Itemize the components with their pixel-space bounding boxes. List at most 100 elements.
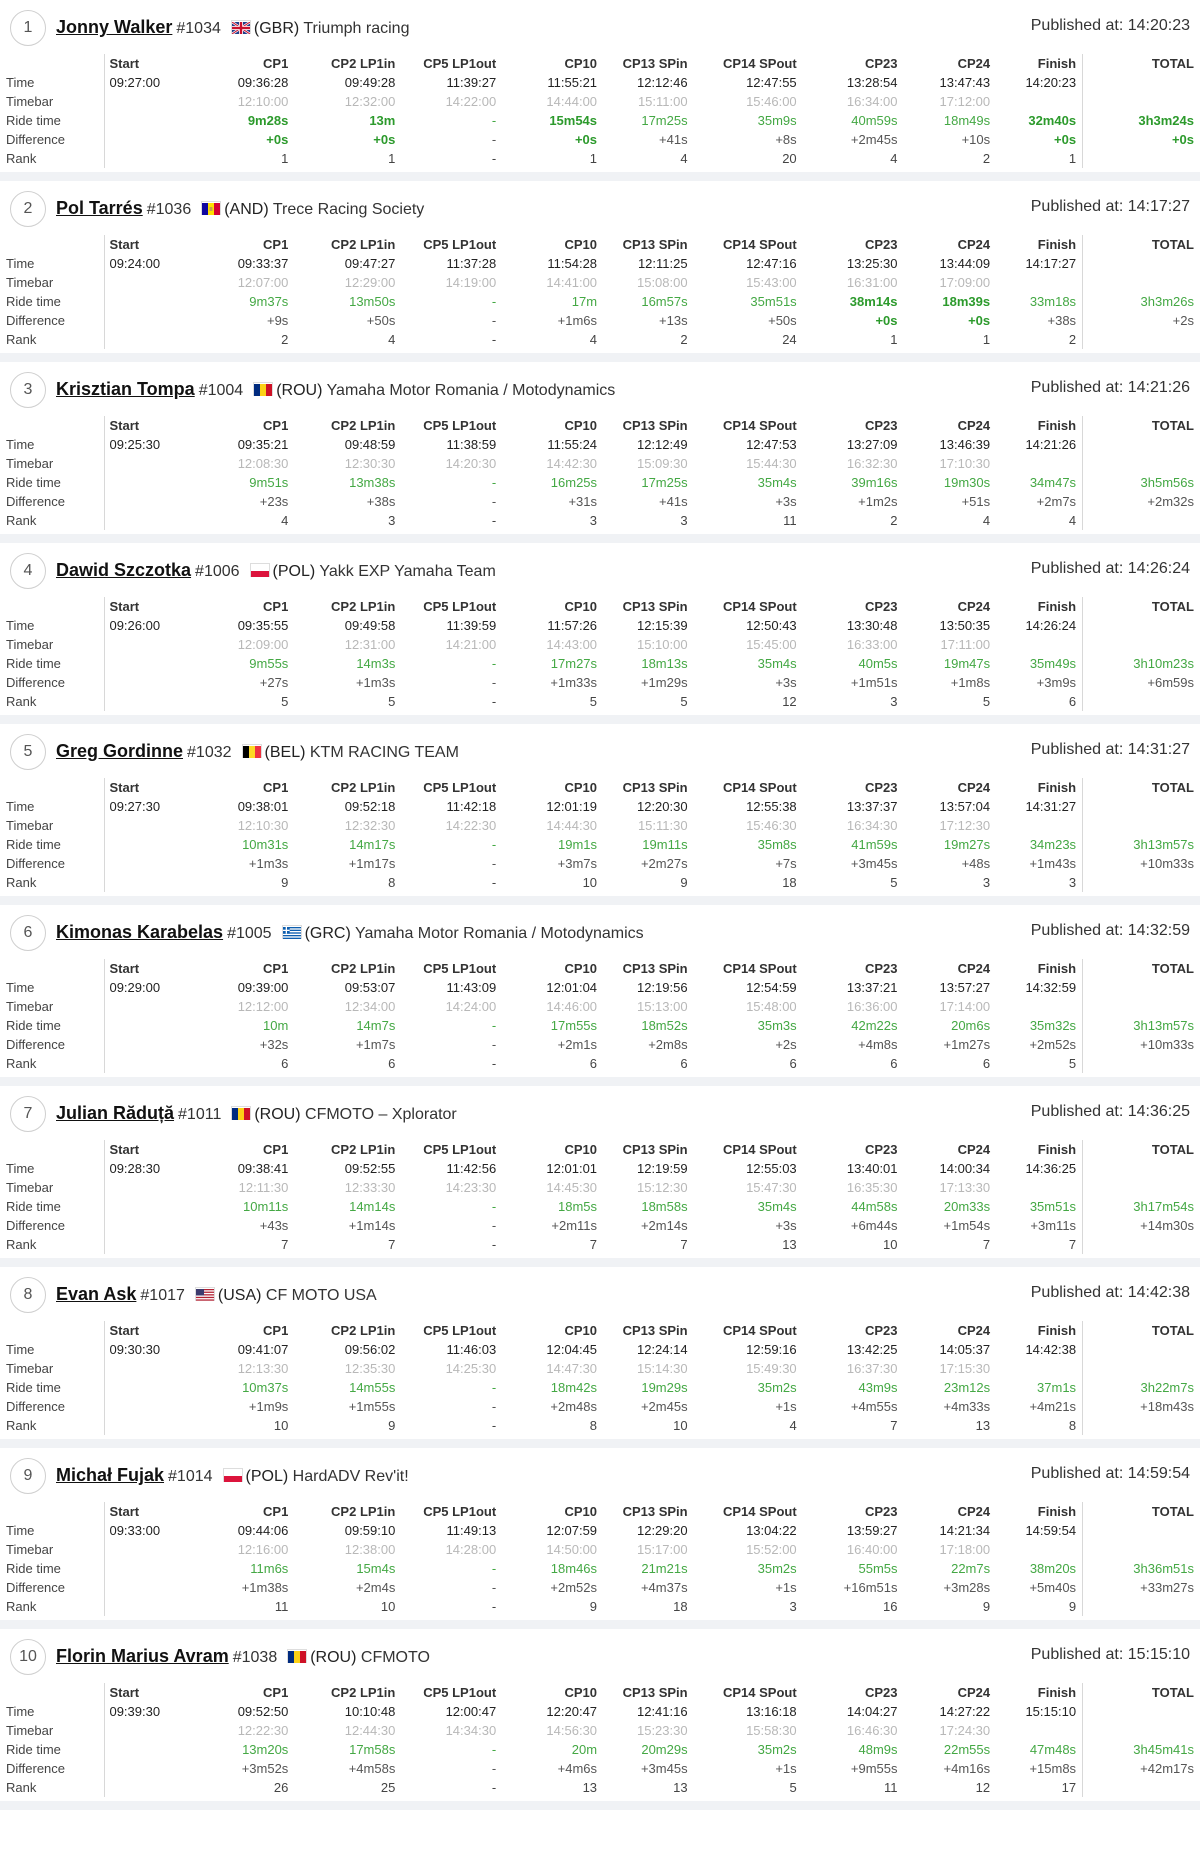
table-cell: 12:04:45 — [546, 1342, 598, 1357]
table-cell: +3s — [775, 1218, 797, 1233]
table-cell — [104, 654, 229, 673]
column-header: CP10 — [564, 418, 598, 433]
table-cell: 17m — [571, 294, 598, 309]
split-times-table: Start CP1 CP2 LP1in CP5 LP1out CP10 CP13 SPin… — [0, 1683, 1200, 1797]
rider-name-link[interactable]: Krisztian Tompa — [56, 379, 195, 399]
rider-team: HardADV Rev'it! — [292, 1468, 409, 1485]
table-cell: 35m2s — [757, 1742, 797, 1757]
table-cell: 15:23:30 — [636, 1723, 688, 1738]
table-cell: 15:17:00 — [636, 1542, 688, 1557]
rider-name-link[interactable]: Julian Răduță — [56, 1103, 175, 1123]
table-cell — [1082, 1702, 1200, 1721]
table-header-row: Start CP1 CP2 LP1in CP5 LP1out CP10 CP13 SPin… — [0, 1502, 1200, 1521]
table-cell: 09:52:55 — [344, 1161, 396, 1176]
rider-name-link[interactable]: Greg Gordinne — [56, 741, 184, 761]
table-cell: 18m42s — [550, 1380, 598, 1395]
table-cell: 4 — [982, 513, 991, 528]
table-cell: 39m16s — [851, 475, 898, 490]
column-header: TOTAL — [1082, 54, 1200, 73]
rider-name-link[interactable]: Dawid Szczotka — [56, 560, 192, 580]
table-cell: 11:39:59 — [446, 618, 497, 633]
position-badge: 4 — [10, 553, 46, 589]
column-header: Finish — [1037, 961, 1077, 976]
row-label: Timebar — [6, 1180, 54, 1195]
rider-name-link[interactable]: Michał Fujak — [56, 1465, 165, 1485]
table-cell: 12:20:47 — [546, 1704, 598, 1719]
column-header: CP1 — [263, 56, 289, 71]
row-label: Rank — [6, 1237, 37, 1252]
table-cell: 12:15:39 — [636, 618, 688, 633]
published-label: Published at: — [1030, 1465, 1124, 1482]
rider-name-link[interactable]: Pol Tarrés — [56, 198, 143, 218]
column-header: CP1 — [263, 1685, 289, 1700]
table-cell — [996, 1540, 1082, 1559]
table-cell: 13:16:18 — [746, 1704, 797, 1719]
table-cell: 19m47s — [943, 656, 991, 671]
rider-name-link[interactable]: Evan Ask — [56, 1284, 137, 1304]
column-header: CP24 — [957, 1685, 991, 1700]
table-cell — [104, 835, 229, 854]
table-cell: 6 — [890, 1056, 898, 1071]
table-cell: 3 — [789, 1599, 797, 1614]
row-label: Timebar — [6, 1361, 54, 1376]
table-cell: 16:34:00 — [846, 94, 898, 109]
rider-name-link[interactable]: Kimonas Karabelas — [56, 922, 224, 942]
table-cell — [104, 111, 229, 130]
column-header: CP1 — [263, 237, 289, 252]
column-header: Finish — [1037, 1504, 1077, 1519]
table-cell: 5 — [1068, 1056, 1077, 1071]
table-cell: 14:22:30 — [445, 818, 497, 833]
row-separator — [0, 1439, 1200, 1448]
table-cell: 18 — [673, 1599, 688, 1614]
table-cell: 17m58s — [349, 1742, 396, 1757]
table-cell: +10m33s — [1082, 1035, 1200, 1054]
table-cell — [1082, 1340, 1200, 1359]
table-cell: 5 — [281, 694, 289, 709]
table-cell: 14:21:34 — [939, 1523, 991, 1538]
rider-number: #1004 — [198, 382, 244, 399]
table-cell: +2m32s — [1082, 492, 1200, 511]
rider-name-link[interactable]: Jonny Walker — [56, 17, 173, 37]
row-label: Difference — [6, 132, 66, 147]
table-cell: - — [491, 475, 497, 490]
column-header: CP10 — [564, 780, 598, 795]
table-cell: +41s — [659, 132, 688, 147]
table-cell: 12:38:00 — [344, 1542, 396, 1557]
table-cell: - — [491, 294, 497, 309]
table-cell: 13:47:43 — [939, 75, 991, 90]
table-cell: +1m54s — [943, 1218, 991, 1233]
table-cell: 11:39:27 — [446, 75, 497, 90]
table-row: Ride time 11m6s 15m4s - 18m46s 21m21s 35m2s 55m… — [0, 1559, 1200, 1578]
table-cell: 24 — [782, 332, 797, 347]
table-row: Time 09:30:30 09:41:07 09:56:02 11:46:03 12:0… — [0, 1340, 1200, 1359]
table-cell: 09:36:28 — [237, 75, 289, 90]
table-cell: 9m51s — [249, 475, 289, 490]
table-cell: 14:20:23 — [1025, 75, 1077, 90]
table-cell — [104, 854, 229, 873]
table-cell: 12:11:25 — [637, 256, 688, 271]
column-header: TOTAL — [1082, 416, 1200, 435]
table-cell: 23m12s — [943, 1380, 991, 1395]
table-cell — [104, 1740, 229, 1759]
rider-number: #1017 — [140, 1287, 185, 1304]
table-cell: 18m52s — [641, 1018, 688, 1033]
column-header: CP13 SPin — [622, 599, 688, 614]
table-row: Difference +1m3s +1m17s - +3m7s +2m27s +7s +3m4… — [0, 854, 1200, 873]
table-cell: 12:31:00 — [344, 637, 396, 652]
table-cell: 16:46:30 — [846, 1723, 898, 1738]
position-badge: 8 — [10, 1277, 46, 1313]
table-cell: 12:07:00 — [237, 275, 289, 290]
column-header: Finish — [1037, 599, 1077, 614]
table-row: Rank 26 25 - 13 13 5 11 12 17 — [0, 1778, 1200, 1797]
rider-number: #1005 — [227, 925, 272, 942]
table-cell: +1m29s — [640, 675, 688, 690]
split-times-table: Start CP1 CP2 LP1in CP5 LP1out CP10 CP13 SPin… — [0, 778, 1200, 892]
row-label: Timebar — [6, 94, 54, 109]
rider-name-link[interactable]: Florin Marius Avram — [56, 1646, 229, 1666]
table-cell: - — [491, 1418, 497, 1433]
table-cell: +3m11s — [1030, 1218, 1077, 1233]
rider-country: (ROU) — [276, 382, 323, 399]
table-cell: 12:24:14 — [636, 1342, 688, 1357]
table-cell: 4 — [890, 151, 898, 166]
table-cell — [1082, 1159, 1200, 1178]
